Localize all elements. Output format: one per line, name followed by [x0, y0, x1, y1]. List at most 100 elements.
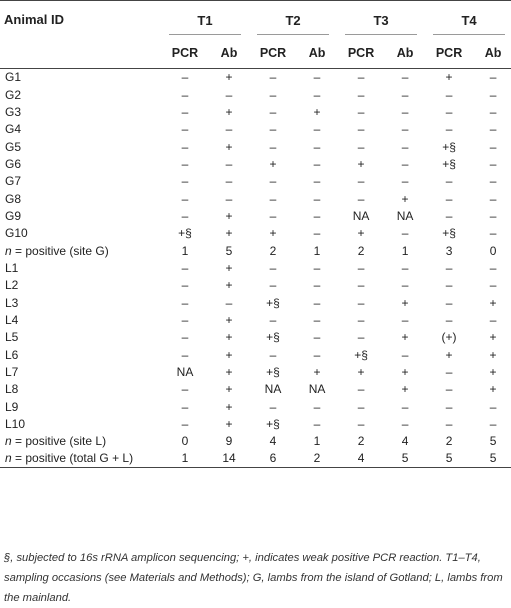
- table-row: G4 – – – – – – – –: [0, 121, 511, 138]
- result-cell: +: [401, 330, 409, 345]
- result-cell: +: [445, 70, 453, 85]
- result-cell: –: [489, 417, 497, 432]
- table-header: Animal ID T1 T2 T3 T4 PCR Ab PCR Ab PCR …: [0, 0, 511, 69]
- result-cell: –: [313, 295, 321, 310]
- header-row-groups: Animal ID T1 T2 T3 T4: [0, 0, 511, 38]
- result-cell: –: [445, 87, 453, 102]
- result-cell: –: [445, 399, 453, 414]
- result-cell: –: [313, 278, 321, 293]
- result-cell: –: [313, 122, 321, 137]
- animal-id-cell: n = positive (site L): [0, 433, 159, 450]
- result-cell: +: [225, 226, 233, 241]
- animal-id-cell: G5: [5, 139, 22, 154]
- result-cell: –: [357, 312, 365, 327]
- summary-row: n = positive (site L) 0 9 4 1 2 4 2 5: [0, 433, 511, 450]
- animal-id-cell: G2: [5, 87, 22, 102]
- result-cell: –: [489, 70, 497, 85]
- result-cell: +: [225, 139, 233, 154]
- result-cell: –: [269, 191, 277, 206]
- result-cell: –: [445, 260, 453, 275]
- subcol-header: PCR: [259, 45, 287, 60]
- subcol-header-spacer: [0, 38, 159, 69]
- result-cell: –: [489, 122, 497, 137]
- table-row: L6 – + – – +§ – + +: [0, 346, 511, 363]
- table-row: G9 – + – – NA NA – –: [0, 207, 511, 224]
- result-cell: +: [225, 417, 233, 432]
- animal-id-cell: L6: [5, 347, 19, 362]
- animal-id-cell: G9: [5, 208, 22, 223]
- header-row-subcolumns: PCR Ab PCR Ab PCR Ab PCR Ab: [0, 38, 511, 69]
- result-cell: –: [269, 104, 277, 119]
- animal-id-header: Animal ID: [4, 11, 64, 27]
- result-cell: +§: [266, 365, 280, 380]
- subcol-header: PCR: [171, 45, 199, 60]
- table-row: L2 – + – – – – – –: [0, 277, 511, 294]
- results-table: Animal ID T1 T2 T3 T4 PCR Ab PCR Ab PCR …: [0, 0, 511, 468]
- result-cell: –: [489, 278, 497, 293]
- result-cell: –: [313, 208, 321, 223]
- result-cell: –: [445, 104, 453, 119]
- result-cell: –: [269, 70, 277, 85]
- result-cell: +: [225, 382, 233, 397]
- result-cell: +: [225, 208, 233, 223]
- result-cell: –: [401, 156, 409, 171]
- result-cell: –: [401, 417, 409, 432]
- result-cell: –: [445, 191, 453, 206]
- result-cell: 4: [357, 451, 365, 466]
- result-cell: –: [181, 260, 189, 275]
- result-cell: NA: [396, 208, 414, 223]
- result-cell: +§: [442, 226, 456, 241]
- result-cell: NA: [308, 382, 326, 397]
- result-cell: –: [269, 312, 277, 327]
- group-header-t4: T4: [423, 1, 511, 38]
- group-header-t1: T1: [159, 1, 247, 38]
- result-cell: +: [401, 295, 409, 310]
- result-cell: –: [269, 87, 277, 102]
- result-cell: 5: [489, 451, 497, 466]
- result-cell: +§: [442, 156, 456, 171]
- result-cell: NA: [176, 365, 194, 380]
- table-row: L8 – + NA NA – + – +: [0, 381, 511, 398]
- result-cell: –: [269, 174, 277, 189]
- animal-id-cell: G6: [5, 156, 22, 171]
- result-cell: +§: [354, 347, 368, 362]
- result-cell: –: [489, 174, 497, 189]
- result-cell: –: [269, 278, 277, 293]
- n-symbol: n: [5, 243, 12, 258]
- table-row: L7 NA + +§ + + + – +: [0, 363, 511, 380]
- result-cell: 0: [181, 434, 189, 449]
- result-cell: –: [313, 330, 321, 345]
- result-cell: 2: [445, 434, 453, 449]
- result-cell: –: [489, 312, 497, 327]
- result-cell: –: [401, 122, 409, 137]
- animal-id-cell: L9: [5, 399, 19, 414]
- subcol-header: PCR: [347, 45, 375, 60]
- subcol-header: Ab: [396, 45, 414, 60]
- result-cell: –: [313, 417, 321, 432]
- summary-label: = positive (site G): [11, 243, 109, 258]
- table-row: L1 – + – – – – – –: [0, 259, 511, 276]
- result-cell: +: [489, 295, 497, 310]
- result-cell: –: [357, 87, 365, 102]
- result-cell: –: [313, 174, 321, 189]
- result-cell: –: [489, 139, 497, 154]
- result-cell: 1: [181, 451, 189, 466]
- summary-label: = positive (total G + L): [11, 451, 134, 466]
- result-cell: –: [357, 260, 365, 275]
- result-cell: +§: [266, 330, 280, 345]
- result-cell: –: [401, 347, 409, 362]
- result-cell: +§: [178, 226, 192, 241]
- result-cell: +: [269, 226, 277, 241]
- result-cell: +: [401, 382, 409, 397]
- result-cell: –: [225, 191, 233, 206]
- result-cell: 0: [489, 243, 497, 258]
- result-cell: NA: [264, 382, 282, 397]
- result-cell: –: [357, 330, 365, 345]
- result-cell: –: [357, 399, 365, 414]
- result-cell: 5: [225, 243, 233, 258]
- animal-id-cell: G4: [5, 122, 22, 137]
- n-symbol: n: [5, 451, 12, 466]
- result-cell: +: [225, 278, 233, 293]
- animal-id-cell: G10: [5, 226, 28, 241]
- group-header-t2: T2: [247, 1, 335, 38]
